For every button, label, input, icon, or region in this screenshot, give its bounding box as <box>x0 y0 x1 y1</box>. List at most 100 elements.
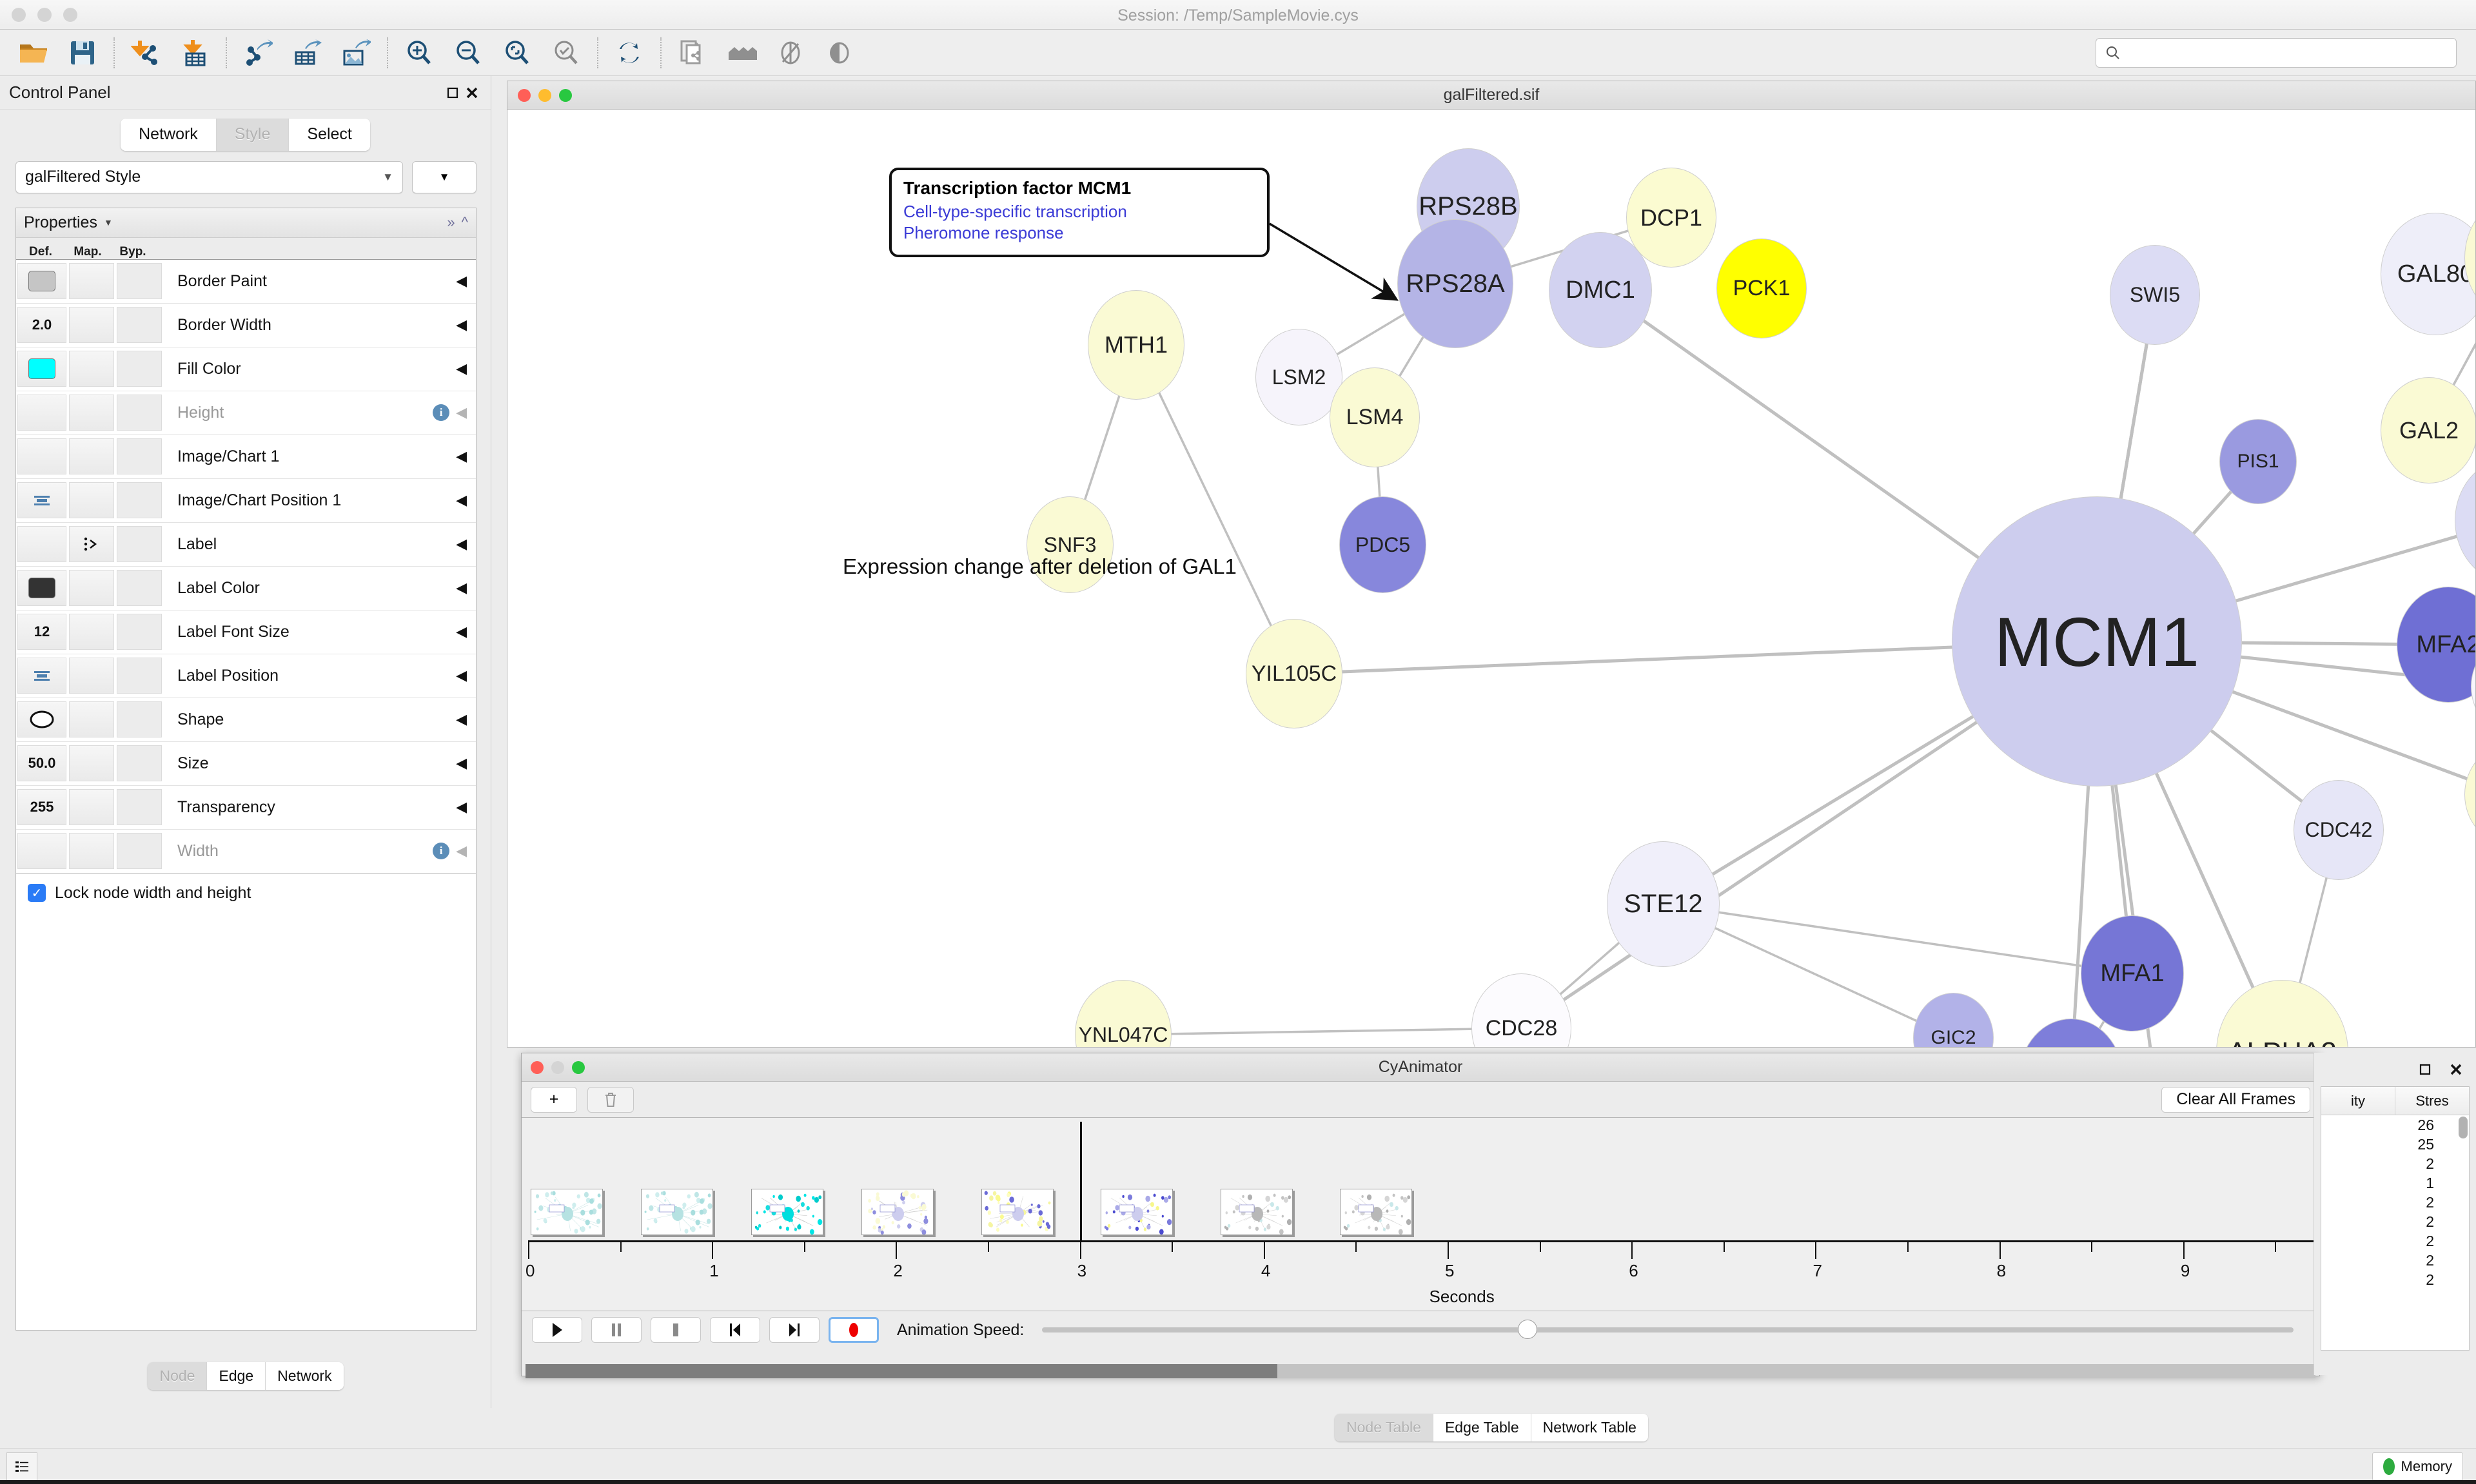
property-row[interactable]: Image/Chart 1 ◀ <box>16 434 476 479</box>
property-mapping-cell[interactable] <box>69 351 114 387</box>
property-default-cell[interactable] <box>17 526 66 563</box>
property-mapping-cell[interactable] <box>69 482 114 519</box>
import-network-icon[interactable] <box>121 33 170 73</box>
network-node[interactable]: MFA2 <box>2397 587 2475 703</box>
tab-network-table[interactable]: Network Table <box>1531 1413 1648 1441</box>
minimize-window-button[interactable] <box>37 8 52 22</box>
property-default-cell[interactable] <box>17 351 66 387</box>
network-edge[interactable] <box>1135 344 1295 674</box>
network-edge[interactable] <box>1663 903 2133 975</box>
export-network-icon[interactable] <box>233 33 282 73</box>
property-mapping-cell[interactable] <box>69 658 114 694</box>
network-node[interactable]: DMC1 <box>1549 232 1652 348</box>
expand-property-arrow[interactable]: ◀ <box>456 360 467 377</box>
expand-property-arrow[interactable]: ◀ <box>456 623 467 640</box>
style-options-menu-button[interactable]: ▼ <box>412 161 477 193</box>
zoom-in-icon[interactable] <box>395 33 444 73</box>
timeline-frame[interactable] <box>1339 1189 1412 1235</box>
export-image-icon[interactable] <box>331 33 380 73</box>
network-node[interactable]: LSM2 <box>1255 329 1342 425</box>
timeline-frame[interactable] <box>641 1189 714 1235</box>
maximize-window-button[interactable] <box>572 1060 585 1074</box>
info-icon[interactable]: i <box>433 404 450 422</box>
property-row[interactable]: Fill Color ◀ <box>16 347 476 391</box>
close-icon[interactable] <box>2446 1060 2466 1079</box>
zoom-out-icon[interactable] <box>444 33 493 73</box>
expand-property-arrow[interactable]: ◀ <box>456 317 467 333</box>
search-box[interactable] <box>2096 38 2457 68</box>
network-node[interactable]: YIL105C <box>1246 619 1342 728</box>
property-bypass-cell[interactable] <box>117 701 162 738</box>
network-node[interactable]: GAL80 <box>2381 213 2475 335</box>
property-mapping-cell[interactable] <box>69 701 114 738</box>
property-bypass-cell[interactable] <box>117 789 162 826</box>
minimize-window-button[interactable] <box>538 88 551 102</box>
tab-network[interactable]: Network <box>121 119 217 151</box>
timeline-frame[interactable] <box>861 1189 934 1235</box>
timeline-frame[interactable] <box>751 1189 824 1235</box>
property-default-cell[interactable]: 2.0 <box>17 307 66 344</box>
property-row[interactable]: Height i ◀ <box>16 391 476 435</box>
property-default-cell[interactable] <box>17 395 66 431</box>
horizontal-scrollbar[interactable] <box>526 1364 2315 1378</box>
import-table-icon[interactable] <box>170 33 219 73</box>
property-default-cell[interactable] <box>17 263 66 300</box>
prev-frame-button[interactable] <box>710 1317 760 1343</box>
expand-all-icon[interactable]: » <box>447 214 455 231</box>
property-default-cell[interactable] <box>17 570 66 607</box>
property-default-cell[interactable] <box>17 482 66 519</box>
property-default-cell[interactable] <box>17 438 66 475</box>
timeline-playhead[interactable] <box>1079 1122 1082 1242</box>
property-row[interactable]: Image/Chart Position 1 ◀ <box>16 478 476 523</box>
collapse-all-icon[interactable]: ^ <box>461 214 468 231</box>
tab-edge[interactable]: Edge <box>207 1362 266 1390</box>
network-node[interactable]: GAL2 <box>2381 377 2475 483</box>
refresh-icon[interactable] <box>605 33 654 73</box>
property-bypass-cell[interactable] <box>117 482 162 519</box>
expand-property-arrow[interactable]: ◀ <box>456 448 467 465</box>
table-cell[interactable]: 2 <box>2426 1233 2434 1249</box>
property-default-cell[interactable]: 12 <box>17 614 66 650</box>
table-cell[interactable]: 2 <box>2426 1271 2434 1288</box>
network-node[interactable]: PIS1 <box>2219 419 2297 504</box>
show-hide-icon[interactable] <box>766 33 815 73</box>
network-node[interactable]: CDC42 <box>2294 780 2384 880</box>
expand-property-arrow[interactable]: ◀ <box>456 755 467 772</box>
export-table-icon[interactable] <box>282 33 331 73</box>
property-bypass-cell[interactable] <box>117 263 162 300</box>
table-cell[interactable]: 26 <box>2417 1117 2434 1133</box>
property-bypass-cell[interactable] <box>117 438 162 475</box>
style-select[interactable]: galFiltered Style ▼ <box>15 161 403 193</box>
property-default-cell[interactable]: 255 <box>17 789 66 826</box>
property-bypass-cell[interactable] <box>117 351 162 387</box>
network-node[interactable]: SNF3 <box>1027 496 1114 593</box>
table-column-stress[interactable]: Stres <box>2415 1092 2449 1109</box>
property-row[interactable]: 2.0 Border Width ◀ <box>16 303 476 347</box>
network-node[interactable]: PDC5 <box>1339 496 1426 593</box>
add-frame-button[interactable]: + <box>531 1086 577 1113</box>
maximize-icon[interactable] <box>443 83 462 103</box>
table-cell[interactable]: 1 <box>2426 1175 2434 1191</box>
network-node[interactable]: SWI5 <box>2110 245 2200 345</box>
table-cell[interactable]: 25 <box>2417 1136 2434 1153</box>
save-icon[interactable] <box>58 33 107 73</box>
next-frame-button[interactable] <box>769 1317 820 1343</box>
property-row[interactable]: Label ◀ <box>16 522 476 567</box>
property-mapping-cell[interactable] <box>69 263 114 300</box>
property-row[interactable]: Border Paint ◀ <box>16 259 476 304</box>
network-node[interactable]: STE12 <box>1607 841 1720 967</box>
property-default-cell[interactable]: 50.0 <box>17 745 66 782</box>
property-mapping-cell[interactable] <box>69 789 114 826</box>
expand-property-arrow[interactable]: ◀ <box>456 580 467 596</box>
property-bypass-cell[interactable] <box>117 307 162 344</box>
table-cell[interactable]: 2 <box>2426 1213 2434 1230</box>
property-mapping-cell[interactable] <box>69 307 114 344</box>
network-node[interactable]: PCK1 <box>1716 239 1807 338</box>
table-column-ity[interactable]: ity <box>2321 1087 2395 1115</box>
property-mapping-cell[interactable] <box>69 745 114 782</box>
table-cell[interactable]: 2 <box>2426 1194 2434 1211</box>
property-mapping-cell[interactable] <box>69 833 114 870</box>
network-annotation[interactable]: Transcription factor MCM1 Cell-type-spec… <box>889 168 1270 257</box>
lock-node-size-checkbox[interactable]: ✓ <box>28 884 46 903</box>
timeline-frame[interactable] <box>1220 1189 1293 1235</box>
